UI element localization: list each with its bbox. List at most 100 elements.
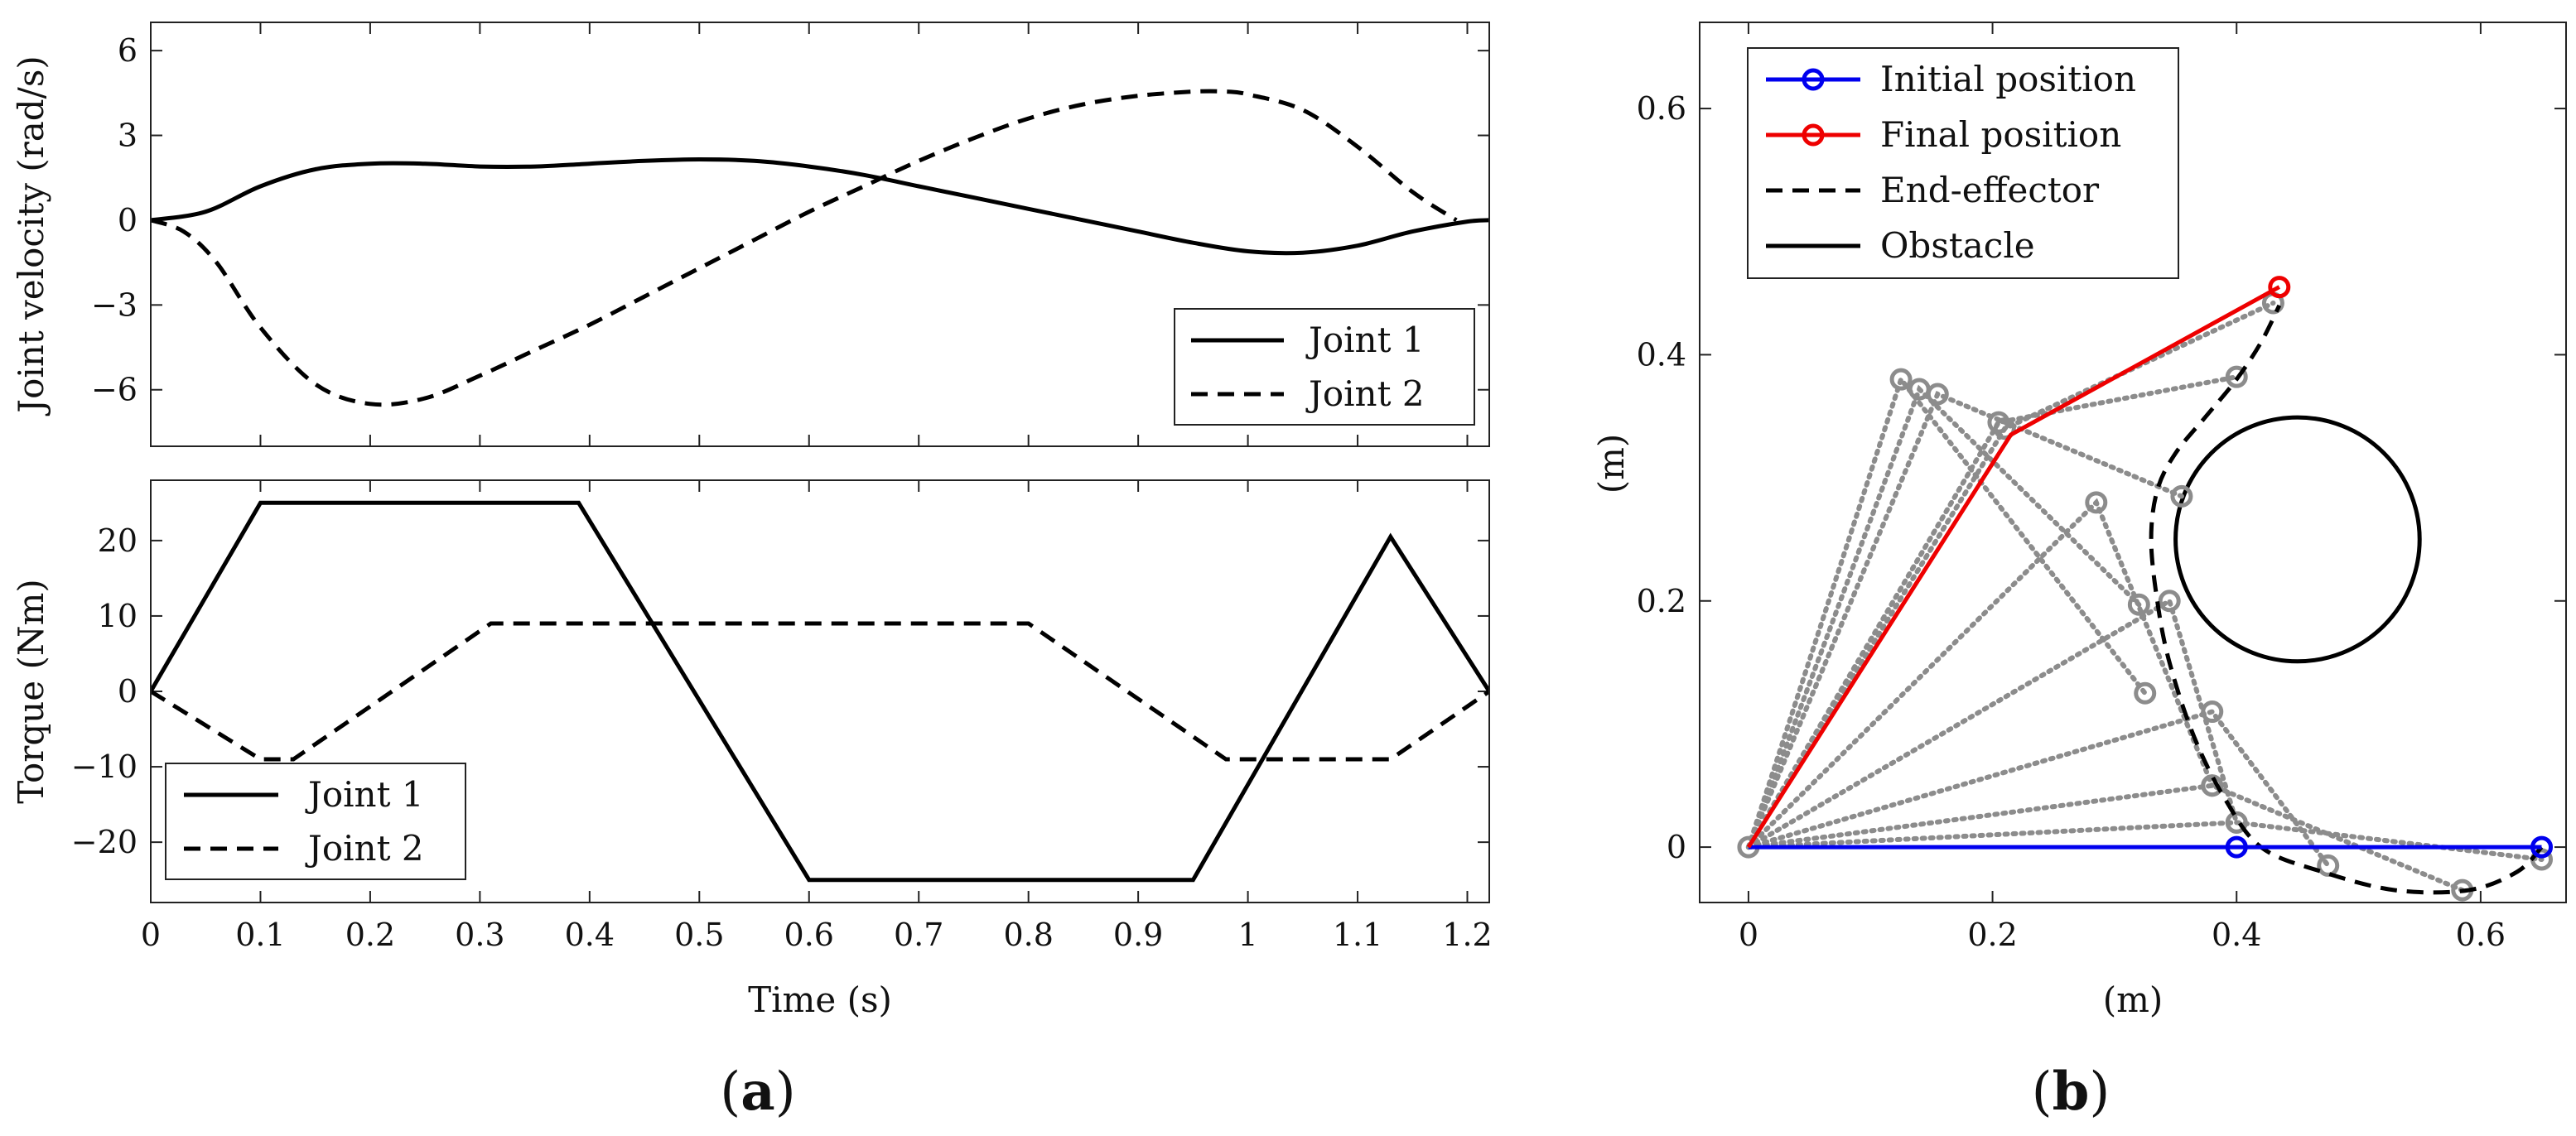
legend-label: End-effector bbox=[1880, 170, 2100, 210]
chart-a-bottom: 0 0.1 0.2 0.3 0.4 0.5 0.6 0.7 0.8 0.9 1 1.1 1.2 20 10… bbox=[11, 479, 1493, 1020]
x-tick-label: 0.4 bbox=[2212, 917, 2261, 953]
y-tick-label: 3 bbox=[118, 118, 137, 154]
x-tick-label: 0.6 bbox=[784, 917, 834, 953]
y-tick-label: −10 bbox=[71, 749, 137, 785]
arm-joint-marker bbox=[2225, 811, 2248, 834]
y-tick-label: 10 bbox=[98, 598, 137, 634]
caption-b: (b) bbox=[2032, 1061, 2110, 1123]
y-axis-label: (m) bbox=[1591, 434, 1632, 494]
arm-joint-marker bbox=[2201, 774, 2224, 797]
y-tick-label: −20 bbox=[71, 824, 137, 860]
legend-label: Joint 2 bbox=[305, 828, 424, 869]
y-tick-label: 6 bbox=[118, 32, 137, 69]
arm-joint-marker bbox=[2127, 593, 2150, 616]
y-tick-label: −6 bbox=[91, 372, 137, 408]
series-joint2-velocity bbox=[151, 89, 1458, 407]
chart-b: 0 0.2 0.4 0.6 0.6 0.4 0.2 0 (m) (m) Initial po… bbox=[1591, 22, 2567, 1020]
legend-label: Joint 2 bbox=[1305, 373, 1425, 414]
y-axis-label: Torque (Nm) bbox=[11, 579, 51, 804]
legend-label: Initial position bbox=[1880, 59, 2136, 99]
y-ticks: 20 10 0 −10 −20 bbox=[71, 522, 1489, 860]
arm-joint-marker bbox=[1926, 383, 1949, 406]
y-tick-label: 0.2 bbox=[1637, 583, 1686, 619]
x-tick-label: 0.3 bbox=[455, 917, 504, 953]
initial-position-arm bbox=[1748, 835, 2554, 859]
arm-configuration bbox=[1745, 378, 2150, 850]
y-ticks: 6 3 0 −3 −6 bbox=[91, 32, 1489, 408]
x-tick-label: 0.2 bbox=[1967, 917, 2017, 953]
arm-link bbox=[1745, 391, 2184, 850]
x-tick-label: 1.1 bbox=[1333, 917, 1382, 953]
x-axis-label: (m) bbox=[2103, 980, 2164, 1020]
y-tick-label: 0.4 bbox=[1637, 336, 1686, 373]
arm-configuration bbox=[1745, 491, 2224, 850]
axes-frame bbox=[150, 22, 1490, 447]
end-effector-path bbox=[2149, 304, 2544, 895]
arm-link bbox=[1745, 498, 2215, 850]
y-tick-label: 0 bbox=[118, 202, 137, 238]
obstacle-circle bbox=[2173, 415, 2422, 664]
arm-joint-marker bbox=[2085, 491, 2108, 514]
y-ticks: 0.6 0.4 0.2 0 bbox=[1637, 90, 2566, 865]
arm-joint-marker bbox=[2225, 365, 2248, 388]
arm-joint-marker bbox=[2268, 276, 2291, 299]
legend: Initial position Final position End-effe… bbox=[1747, 47, 2179, 279]
x-tick-label: 0.2 bbox=[345, 917, 395, 953]
series-joint1-velocity bbox=[151, 156, 1489, 256]
arm-link bbox=[1745, 384, 2142, 850]
legend-label: Joint 1 bbox=[1305, 320, 1425, 360]
intermediate-arm-configurations bbox=[1737, 291, 2554, 902]
arm-joint-marker bbox=[1889, 368, 1913, 391]
x-tick-label: 0.8 bbox=[1003, 917, 1053, 953]
arm-link bbox=[1745, 709, 2331, 869]
arm-link bbox=[1745, 597, 2240, 850]
y-tick-label: 0.6 bbox=[1637, 90, 1686, 127]
legend-label: Final position bbox=[1880, 114, 2121, 155]
arm-joint-marker bbox=[1993, 417, 2016, 440]
x-tick-label: 0 bbox=[1739, 917, 1758, 953]
y-tick-label: −3 bbox=[91, 286, 137, 323]
arm-configuration bbox=[1745, 383, 2193, 850]
arm-joint-marker bbox=[1987, 411, 2010, 434]
arm-configuration bbox=[1745, 811, 2554, 871]
legend-label: Joint 1 bbox=[305, 774, 424, 815]
x-tick-label: 0.1 bbox=[235, 917, 285, 953]
arm-link bbox=[1745, 300, 2276, 850]
x-tick-label: 0.5 bbox=[674, 917, 724, 953]
series-joint2-torque bbox=[151, 621, 1489, 762]
y-tick-label: 20 bbox=[98, 522, 137, 559]
chart-a-top: 6 3 0 −3 −6 Joint velocity (rad/s) Joint 1 J… bbox=[11, 22, 1490, 447]
x-ticks: 0 0.2 0.4 0.6 bbox=[1739, 22, 2506, 953]
x-tick-label: 0.9 bbox=[1113, 917, 1163, 953]
y-tick-label: 0 bbox=[118, 673, 137, 710]
x-tick-label: 0.7 bbox=[894, 917, 943, 953]
caption-a: (a) bbox=[720, 1061, 795, 1123]
legend-label: Obstacle bbox=[1880, 225, 2035, 266]
arm-joint-marker bbox=[2158, 590, 2181, 613]
legend: Joint 1 Joint 2 bbox=[1174, 308, 1475, 426]
legend: Joint 1 Joint 2 bbox=[165, 763, 466, 880]
arm-joint-marker bbox=[2134, 681, 2157, 705]
arm-configuration bbox=[1745, 590, 2248, 850]
axes-frame bbox=[1699, 22, 2567, 903]
arm-joint-marker bbox=[2317, 854, 2340, 877]
x-tick-label: 0 bbox=[141, 917, 161, 953]
x-tick-label: 1 bbox=[1237, 917, 1257, 953]
y-tick-label: 0 bbox=[1667, 829, 1686, 865]
arm-link bbox=[1745, 373, 2148, 850]
arm-joint-marker bbox=[2170, 484, 2193, 508]
x-tick-label: 0.4 bbox=[565, 917, 615, 953]
arm-joint-marker bbox=[2530, 835, 2554, 859]
x-tick-label: 1.2 bbox=[1442, 917, 1492, 953]
x-axis-label: Time (s) bbox=[748, 980, 892, 1020]
final-position-arm bbox=[1746, 276, 2291, 849]
arm-joint-marker bbox=[2225, 835, 2248, 859]
arm-configuration bbox=[1745, 368, 2157, 850]
x-ticks bbox=[150, 22, 1469, 446]
x-ticks: 0 0.1 0.2 0.3 0.4 0.5 0.6 0.7 0.8 0.9 1 1.1 1.2 bbox=[141, 480, 1493, 953]
arm-link bbox=[1746, 285, 2281, 849]
series-joint1-torque bbox=[151, 500, 1489, 883]
y-axis-label: Joint velocity (rad/s) bbox=[11, 55, 51, 416]
arm-link bbox=[1745, 820, 2545, 862]
